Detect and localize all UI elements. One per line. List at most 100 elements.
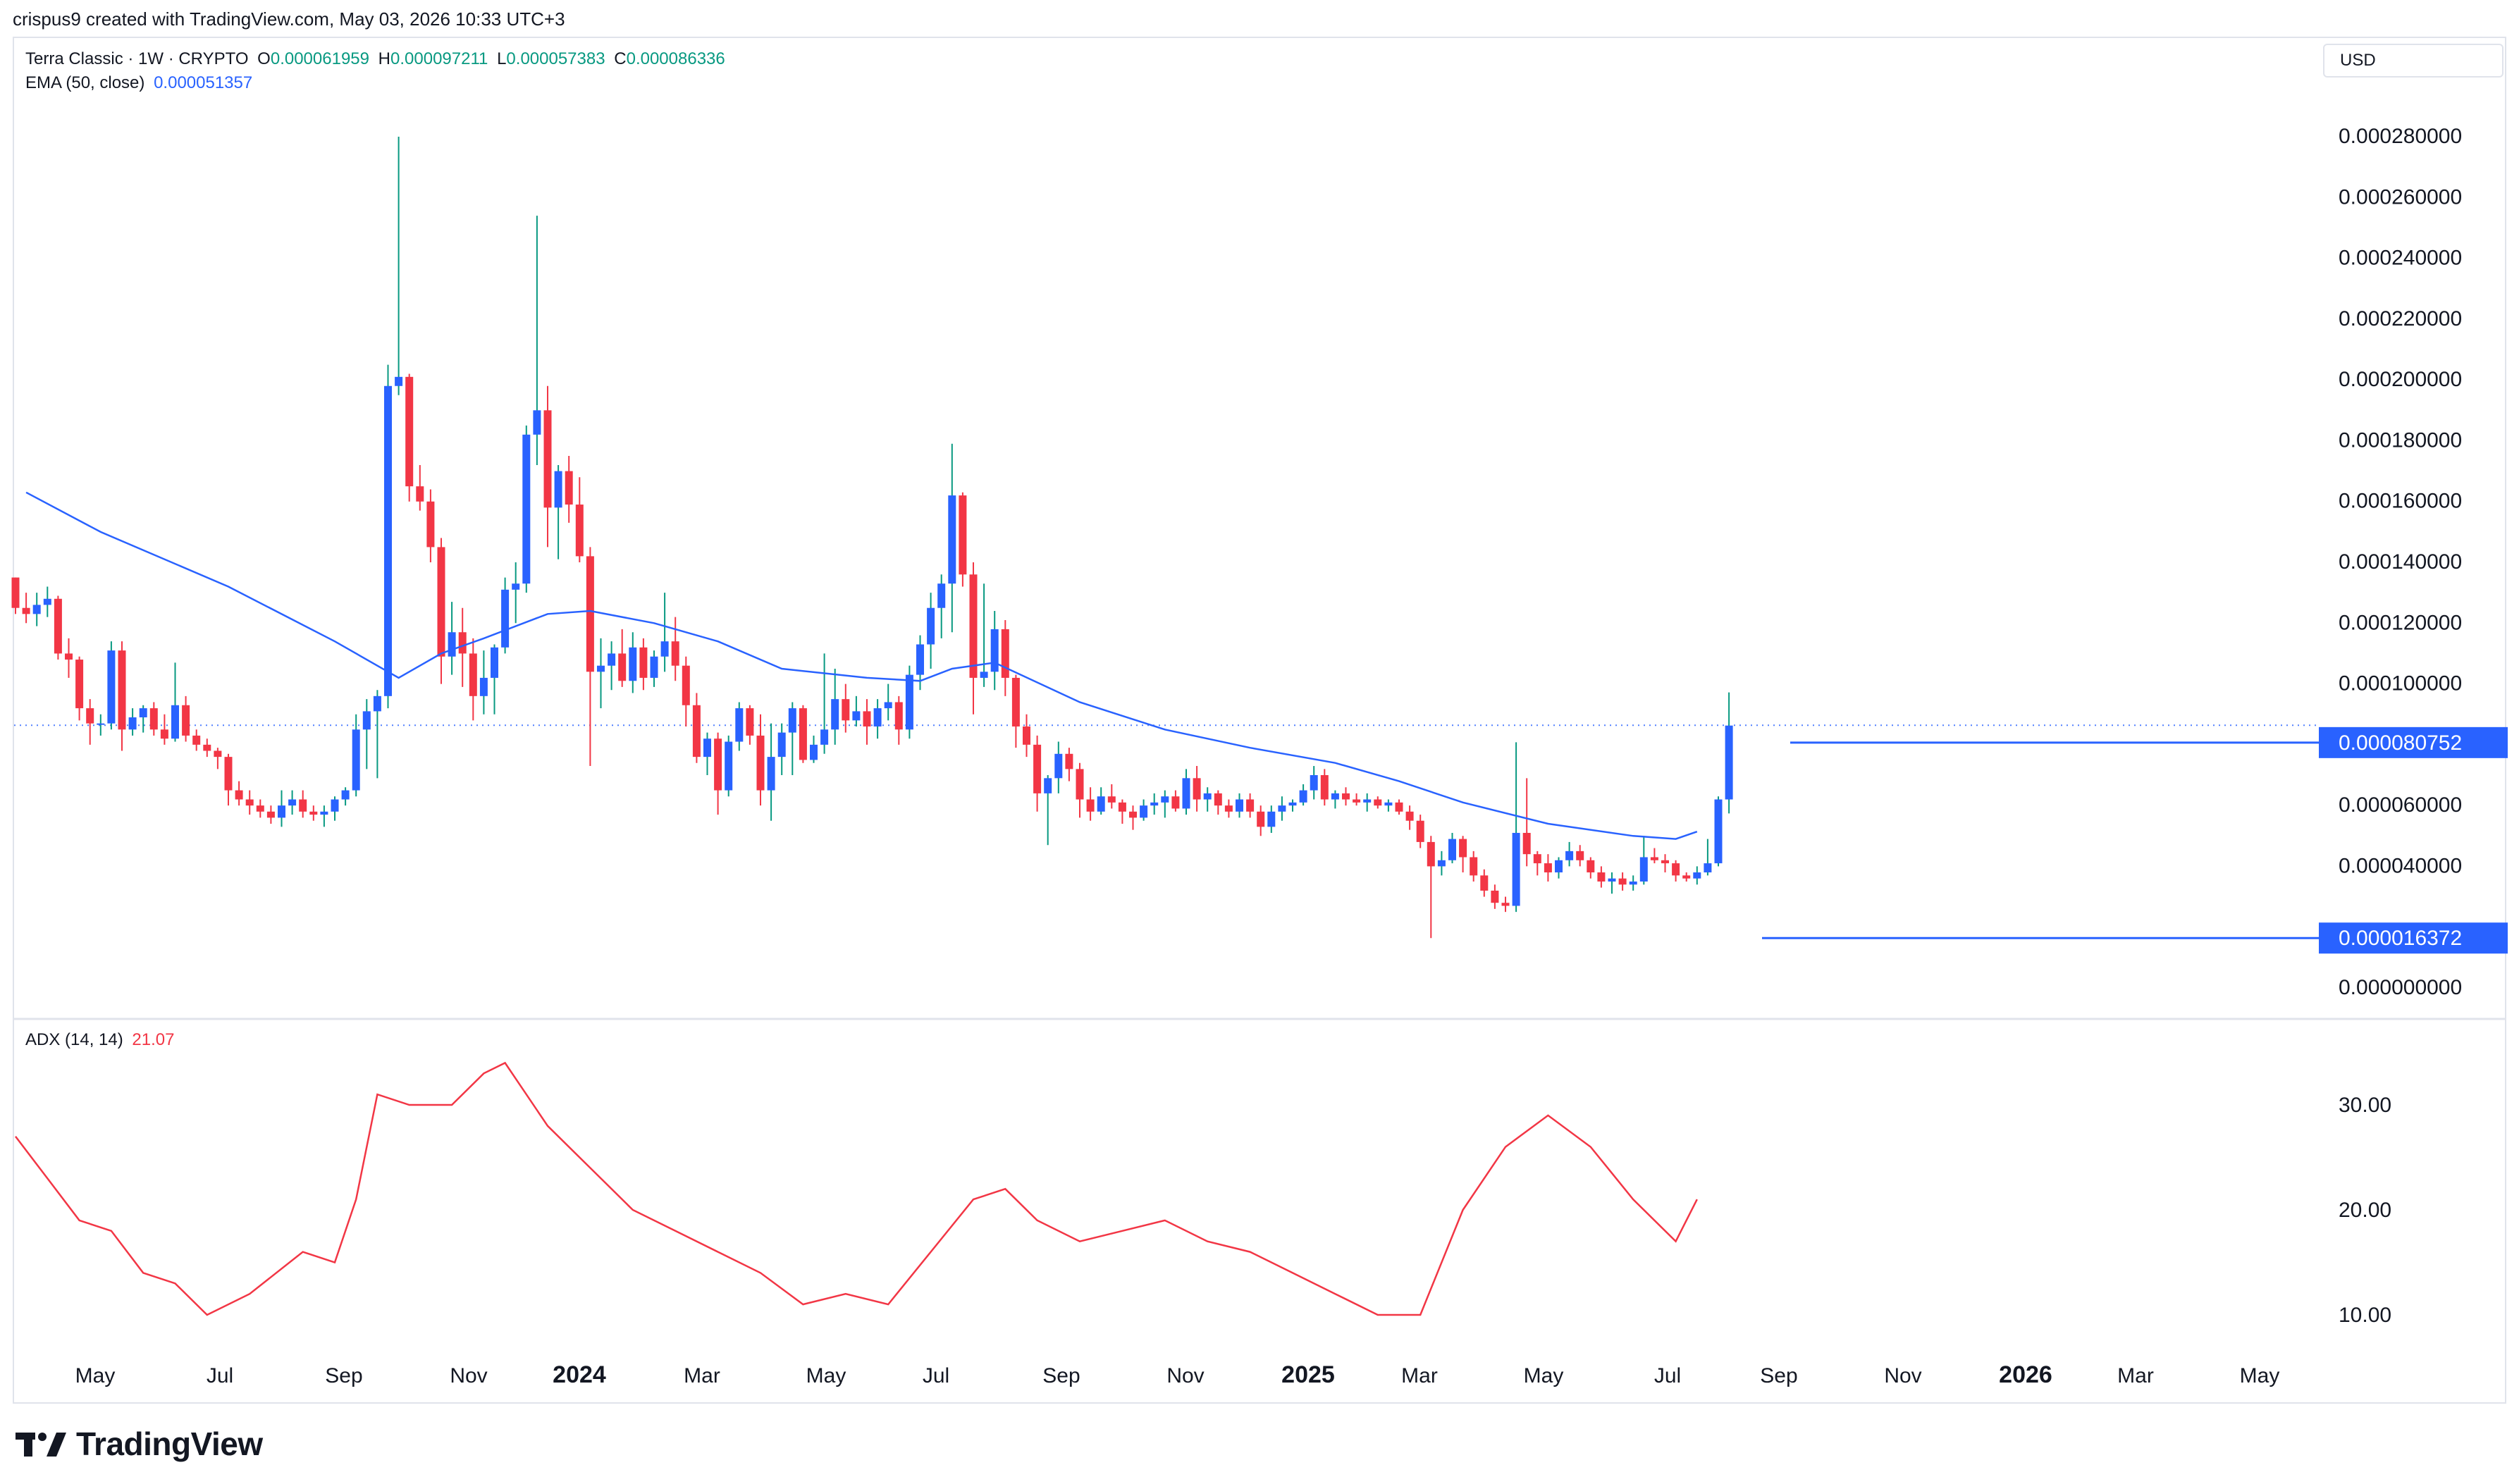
candle-body	[309, 811, 318, 815]
candle-body	[118, 650, 126, 730]
candle-body	[565, 471, 573, 505]
time-tick-label: Sep	[1042, 1364, 1080, 1387]
level-label-box	[2319, 922, 2508, 954]
level-label-box	[2319, 726, 2508, 758]
candle-body	[1288, 802, 1297, 806]
adx-value: 21.07	[132, 1030, 175, 1049]
candle-body	[1639, 857, 1648, 882]
candle-body	[1437, 860, 1446, 867]
candle-body	[65, 653, 73, 660]
time-tick-label: May	[75, 1364, 116, 1387]
candle-body	[1427, 841, 1435, 867]
price-axis[interactable]: 0.000000000 0.000040000 0.000060000 0.00008…	[2339, 125, 2462, 999]
candle-body	[1470, 857, 1478, 876]
candle-body	[43, 598, 51, 605]
time-tick-label: Mar	[1401, 1364, 1438, 1387]
candle-body	[575, 505, 584, 557]
ema-line	[25, 491, 1698, 840]
candle-body	[1672, 863, 1680, 876]
tradingview-logo[interactable]: TradingView	[16, 1425, 263, 1463]
chart-credit: crispus9 created with TradingView.com, M…	[13, 8, 565, 30]
candle-body	[288, 799, 297, 806]
candle-body	[1416, 820, 1424, 842]
brand-name: TradingView	[76, 1426, 263, 1462]
candle-body	[235, 790, 243, 800]
adx-legend[interactable]: ADX (14, 14) 21.07	[25, 1030, 178, 1050]
candle-body	[22, 607, 30, 614]
time-tick-label: Jul	[207, 1364, 233, 1387]
candle-body	[1278, 805, 1286, 812]
candle-body	[1011, 677, 1020, 726]
candle-body	[245, 799, 254, 806]
candle-body	[714, 738, 722, 791]
time-tick-label: 2024	[553, 1361, 606, 1388]
candle-body	[1618, 878, 1627, 885]
candle-body	[1023, 726, 1030, 745]
adx-layer	[15, 1061, 1698, 1316]
candle-body	[384, 385, 392, 696]
candle-body	[395, 376, 403, 386]
candle-body	[1140, 805, 1148, 818]
candle-body	[692, 705, 701, 758]
candle-body	[1182, 778, 1190, 809]
candle-body	[266, 811, 275, 818]
candle-body	[831, 699, 839, 730]
candle-body	[501, 589, 510, 648]
time-tick-label: Mar	[2117, 1364, 2154, 1387]
candle-body	[86, 708, 94, 724]
candle-body	[469, 653, 477, 696]
ema-legend[interactable]: EMA (50, close) 0.000051357	[25, 73, 257, 93]
candle-body	[884, 702, 892, 709]
adx-axis[interactable]: 10.00 20.00 30.00	[2339, 1094, 2391, 1327]
candle-body	[969, 574, 978, 678]
price-tick-label: 0.000260000	[2339, 185, 2462, 209]
time-axis[interactable]: May Jul Sep Nov 2024 Mar May Jul Sep Nov 2025 Mar Ma…	[75, 1361, 2280, 1388]
candle-body	[1587, 860, 1595, 873]
symbol-label[interactable]: Terra Classic · 1W · CRYPTO	[25, 49, 249, 68]
candle-body	[373, 695, 381, 712]
candle-body	[522, 434, 531, 584]
level-label-text: 0.000080752	[2339, 731, 2462, 755]
candle-body	[1171, 796, 1180, 809]
currency-button[interactable]: USD	[2323, 44, 2503, 78]
candle-body	[1501, 903, 1510, 906]
candle-body	[1246, 799, 1255, 812]
price-chart[interactable]: 0.0000000000.0000400000.0000600000.00008…	[0, 0, 2519, 1409]
candle-body	[1448, 839, 1456, 860]
candle-body	[160, 729, 168, 739]
time-tick-label: May	[806, 1364, 846, 1387]
candles	[11, 137, 1733, 939]
candle-body	[1129, 811, 1137, 818]
candle-body	[1353, 799, 1361, 803]
time-tick-label: Nov	[1166, 1364, 1204, 1387]
price-tick-label: 0.000220000	[2339, 307, 2462, 330]
low-label: L	[497, 49, 507, 68]
candle-body	[948, 495, 956, 584]
level-label-text: 0.000016372	[2339, 927, 2462, 950]
low-value: 0.000057383	[506, 49, 605, 68]
candle-body	[224, 757, 233, 791]
adx-line	[15, 1061, 1698, 1316]
candle-body	[650, 656, 658, 678]
high-label: H	[378, 49, 391, 68]
candle-body	[1608, 878, 1616, 882]
time-tick-label: 2026	[1999, 1361, 2052, 1388]
candle-body	[1629, 882, 1637, 885]
candle-body	[1693, 872, 1701, 879]
price-tick-label: 0.000100000	[2339, 672, 2462, 695]
candle-body	[1565, 851, 1574, 860]
candle-body	[203, 744, 211, 751]
time-tick-label: Mar	[684, 1364, 720, 1387]
candle-body	[352, 729, 360, 791]
price-tick-label: 0.000120000	[2339, 611, 2462, 634]
candle-body	[1395, 802, 1403, 812]
candle-body	[1342, 793, 1350, 800]
candle-body	[458, 632, 467, 654]
candle-body	[171, 705, 179, 739]
adx-tick-label: 30.00	[2339, 1094, 2391, 1117]
candle-body	[416, 486, 424, 502]
price-tick-label: 0.000280000	[2339, 125, 2462, 148]
time-tick-label: Sep	[325, 1364, 362, 1387]
price-tick-label: 0.000040000	[2339, 854, 2462, 877]
candle-body	[1310, 775, 1318, 791]
